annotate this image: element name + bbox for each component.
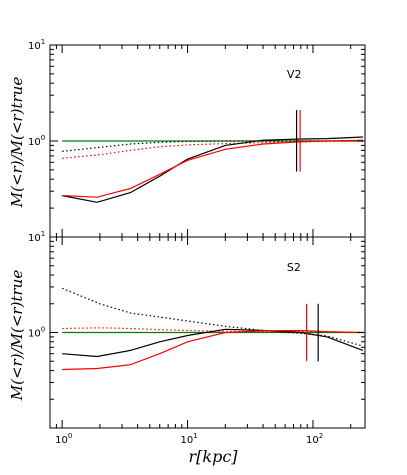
panel-s2: 101 100 S2 <box>28 230 366 429</box>
x-tick-label: 102 <box>306 432 323 446</box>
series-line-dotted <box>61 287 364 347</box>
x-tick-label: 100 <box>55 432 72 446</box>
y-ticks <box>50 236 365 429</box>
x-ticks <box>49 45 352 237</box>
x-axis-label: r[kpc] <box>188 447 238 466</box>
y-ticks <box>50 44 365 238</box>
panel-label: S2 <box>287 261 301 274</box>
x-ticks <box>49 237 352 428</box>
y-axis-label-bottom: M(<r)/M(<r)true <box>8 270 26 402</box>
series-line-dotted <box>62 327 363 334</box>
panel-v2: 101 100 V2 <box>28 38 366 238</box>
panel-label: V2 <box>287 68 302 81</box>
y-tick-label: 100 <box>28 326 45 340</box>
plot-area <box>61 287 364 371</box>
y-tick-label: 100 <box>28 134 45 148</box>
x-tick-labels: 100 101 102 <box>55 432 323 446</box>
series-line-solid <box>62 328 364 358</box>
y-axis-label-top: M(<r)/M(<r)true <box>8 77 26 209</box>
series-line-solid <box>62 329 363 371</box>
series-line-solid <box>62 139 363 198</box>
series-line-solid <box>62 136 363 203</box>
y-tick-label: 101 <box>28 38 45 52</box>
y-tick-label: 101 <box>28 230 45 244</box>
plot-area <box>62 110 363 203</box>
x-tick-label: 101 <box>181 432 198 446</box>
